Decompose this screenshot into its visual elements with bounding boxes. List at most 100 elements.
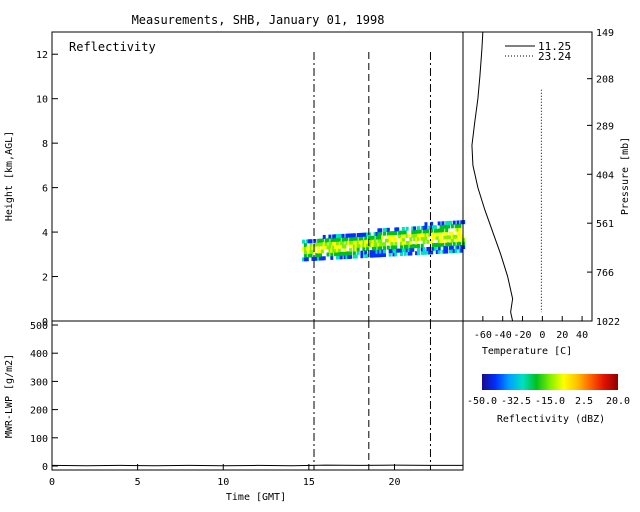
cloud-cell	[334, 248, 338, 253]
cloud-cell	[386, 234, 390, 239]
cloud-cell	[347, 254, 351, 259]
cloud-cell	[396, 248, 400, 253]
cloud-cell	[392, 234, 396, 239]
temperature-profiles	[471, 31, 542, 322]
cloud-cell	[447, 242, 451, 247]
time-tick-label: 20	[388, 477, 400, 488]
cloud-cell	[407, 248, 411, 253]
colorbar-label: Reflectivity (dBZ)	[497, 414, 605, 425]
cloud-cell	[428, 250, 432, 255]
cloud-cell	[307, 239, 311, 244]
height-tick-label: 2	[42, 273, 48, 284]
cloud-cell	[413, 229, 417, 234]
cloud-cell	[369, 239, 373, 244]
cloud-cell	[437, 239, 441, 244]
cloud-cell	[349, 251, 353, 256]
cloud-cell	[407, 233, 411, 238]
cloud-cell	[332, 234, 336, 239]
cloud-cell	[381, 242, 385, 247]
cloud-cell	[343, 244, 347, 249]
cloud-cell	[324, 238, 328, 243]
cloud-cell	[399, 230, 403, 235]
cloud-cell	[462, 241, 466, 246]
cloud-cell	[386, 245, 390, 250]
cloud-cell	[377, 231, 381, 236]
cloud-cell	[349, 240, 353, 245]
cloud-cell	[448, 249, 452, 254]
cloud-cell	[337, 255, 341, 260]
cloud-cell	[328, 234, 332, 239]
cloud-cell	[448, 220, 452, 225]
cloud-cell	[447, 220, 451, 225]
cloud-cell	[439, 228, 443, 233]
cloud-cell	[366, 243, 370, 248]
cloud-cell	[318, 242, 322, 247]
cloud-cell	[411, 230, 415, 235]
cloud-cell	[366, 246, 370, 251]
cloud-cell	[401, 227, 405, 232]
cloud-cell	[335, 255, 339, 260]
cloud-cell	[398, 234, 402, 239]
cloud-cell	[413, 244, 417, 249]
cloud-cell	[441, 228, 445, 233]
cloud-cell	[388, 234, 392, 239]
cloud-cell	[311, 249, 315, 254]
cloud-cell	[426, 239, 430, 244]
cloud-cell	[364, 232, 368, 237]
cloud-cell	[320, 256, 324, 261]
cloud-cell	[324, 241, 328, 246]
cloud-cell	[322, 256, 326, 261]
cloud-cell	[332, 237, 336, 242]
cloud-cell	[452, 241, 456, 246]
cloud-cell	[332, 248, 336, 253]
cloud-cell	[341, 251, 345, 256]
cloud-cell	[454, 248, 458, 253]
temperature-tick-label: 40	[576, 330, 588, 341]
cloud-cell	[403, 251, 407, 256]
cloud-cell	[322, 242, 326, 247]
time-axis: 0 5 10 15 20	[49, 464, 401, 488]
lwp-axis-label: MWR-LWP [g/m2]	[4, 354, 15, 438]
cloud-cell	[356, 247, 360, 252]
cloud-cell	[317, 256, 321, 261]
cloud-cell	[379, 253, 383, 258]
cloud-cell	[401, 234, 405, 239]
cloud-cell	[439, 232, 443, 237]
cloud-cell	[356, 240, 360, 245]
temperature-frame	[462, 31, 593, 322]
cloud-cell	[320, 249, 324, 254]
height-axis: 0 2 4 6 8 10 12	[36, 50, 58, 328]
cloud-cell	[334, 241, 338, 246]
cloud-cell	[371, 235, 375, 240]
cloud-cell	[345, 255, 349, 260]
cloud-cell	[375, 253, 379, 258]
cloud-cell	[317, 253, 321, 258]
cloud-cell	[428, 232, 432, 237]
cloud-cell	[330, 238, 334, 243]
cloud-cell	[416, 236, 420, 241]
colorbar-tick-label: -32.5	[501, 396, 531, 407]
cloud-cell	[326, 245, 330, 250]
cloud-cell	[401, 241, 405, 246]
cloud-cell	[424, 225, 428, 230]
cloud-cell	[416, 226, 420, 231]
cloud-cell	[384, 227, 388, 232]
cloud-cell	[448, 231, 452, 236]
cloud-cell	[377, 228, 381, 233]
cloud-cell	[371, 246, 375, 251]
cloud-cell	[443, 235, 447, 240]
cloud-cell	[445, 221, 449, 226]
cloud-cell	[392, 252, 396, 257]
cloud-cell	[426, 232, 430, 237]
cloud-cell	[407, 240, 411, 245]
cloud-cell	[399, 241, 403, 246]
temperature-axis: -60 -40 -20 0 20 40	[474, 316, 588, 341]
cloud-cell	[418, 233, 422, 238]
cloud-cell	[416, 233, 420, 238]
cloud-cell	[394, 230, 398, 235]
cloud-cell	[326, 238, 330, 243]
cloud-cell	[305, 239, 309, 244]
cloud-cell	[441, 221, 445, 226]
cloud-cell	[371, 242, 375, 247]
cloud-cell	[437, 249, 441, 254]
